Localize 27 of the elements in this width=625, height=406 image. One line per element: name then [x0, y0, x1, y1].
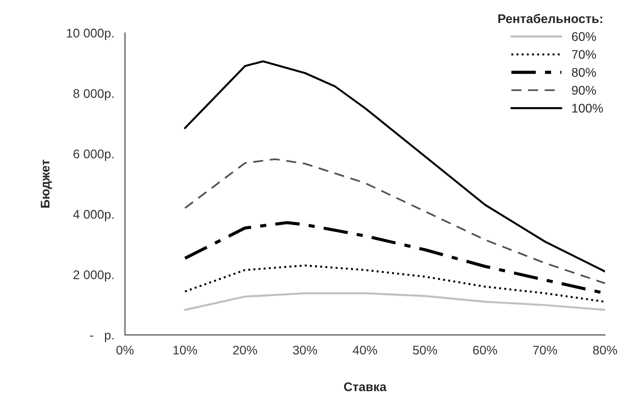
x-tick-label: 20%: [233, 346, 258, 355]
legend-label: 70%: [572, 50, 596, 59]
legend-title: Рентабельность:: [498, 14, 602, 24]
legend-label: 100%: [572, 104, 603, 113]
line-series: [184, 292, 605, 311]
y-tick-label: 8 000р.: [73, 89, 114, 100]
line-series: [184, 158, 605, 284]
legend-label: 80%: [572, 68, 596, 77]
y-tick-label: 2 000р.: [74, 270, 114, 282]
x-tick-label: 80%: [593, 346, 618, 355]
x-axis-title: Ставка: [344, 382, 387, 392]
legend-label: 60%: [572, 32, 596, 42]
y-tick-label: 4 000р.: [73, 210, 114, 222]
line-series: [184, 60, 605, 272]
x-tick-label: 70%: [533, 346, 558, 355]
x-tick-label: 50%: [412, 346, 438, 355]
y-tick-label: 6 000р.: [74, 150, 114, 161]
x-tick-label: 60%: [473, 346, 498, 355]
line-series: [184, 264, 605, 303]
x-tick-label: 10%: [173, 346, 198, 355]
y-tick-label: 10 000р.: [66, 28, 114, 40]
y-axis-title: Бюджет: [40, 160, 52, 208]
x-tick-label: 40%: [352, 346, 378, 355]
legend-label: 90%: [572, 86, 596, 95]
x-tick-label: 30%: [292, 346, 318, 355]
y-tick-label: - р.: [90, 332, 114, 342]
x-tick-label: 0%: [116, 346, 134, 355]
